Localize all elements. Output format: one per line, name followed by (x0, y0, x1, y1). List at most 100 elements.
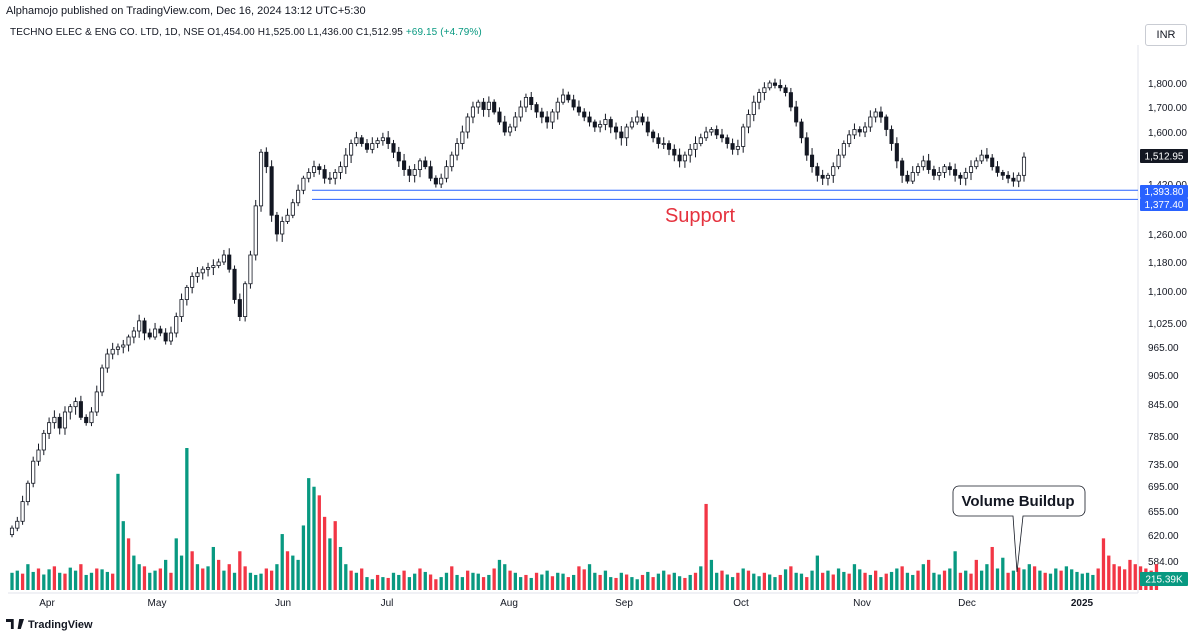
volume-bar (423, 571, 427, 590)
candle-body (608, 119, 613, 128)
volume-bar (619, 572, 623, 590)
volume-bar (126, 538, 131, 590)
volume-bar (1107, 555, 1111, 590)
support-price-label: 1,393.80 (1145, 187, 1184, 198)
volume-bar (407, 577, 412, 590)
candle-body (280, 221, 285, 235)
y-tick-label: 1,025.00 (1148, 319, 1187, 330)
volume-bar (15, 570, 19, 590)
volume-bar (842, 571, 846, 590)
volume-bar (937, 574, 941, 590)
candle-body (555, 101, 560, 113)
candle-body (200, 268, 205, 274)
volume-bar (640, 574, 645, 590)
volume-bar (677, 576, 682, 590)
volume-bar (709, 559, 714, 590)
candle-body (375, 140, 380, 144)
candle-body (863, 126, 868, 133)
candle-body (449, 154, 454, 168)
volume-bar (296, 559, 300, 590)
volume-bar (789, 566, 793, 590)
candle-body (62, 411, 68, 429)
candle-body (1006, 174, 1011, 179)
volume-bar (105, 571, 110, 590)
candle-body (205, 267, 211, 270)
volume-bar (63, 573, 67, 590)
y-tick-label: 845.00 (1148, 400, 1179, 411)
candle-body (539, 111, 544, 118)
tradingview-logo-icon-part (17, 619, 24, 629)
volume-bar (73, 570, 78, 590)
candle-body (311, 166, 317, 173)
candle-body (841, 143, 846, 156)
candle-body (513, 116, 518, 128)
candle-body (354, 137, 359, 144)
candle-body (285, 214, 290, 222)
volume-bar (863, 572, 867, 590)
volume-bar (948, 568, 952, 590)
candle-body (497, 111, 502, 123)
volume-bar (47, 569, 51, 590)
y-tick-label: 1,420.00 (1148, 180, 1187, 191)
candle-body (719, 134, 725, 139)
volume-bar (741, 568, 745, 590)
volume-bar (79, 564, 83, 590)
volume-bar (683, 577, 687, 590)
volume-bar (222, 570, 226, 590)
volume-bar (773, 577, 777, 590)
volume-bar (434, 579, 438, 590)
candle-body (868, 116, 873, 128)
candle-body (878, 111, 883, 118)
volume-bar (169, 572, 173, 590)
candle-body (931, 169, 936, 176)
candle-body (688, 148, 693, 156)
candle-body (651, 131, 656, 139)
candle-body (820, 174, 825, 179)
candle-body (25, 482, 30, 503)
x-tick-label: Oct (733, 598, 749, 609)
candle-body (635, 116, 640, 123)
candle-body (704, 131, 709, 139)
candle-body (560, 94, 566, 103)
volume-bar (667, 574, 671, 590)
volume-bar (624, 574, 629, 590)
candle-body (492, 101, 497, 113)
volume-bar (1032, 566, 1037, 590)
candle-body (587, 116, 592, 123)
candle-body (386, 137, 391, 144)
candle-body (221, 254, 226, 263)
volume-bar (481, 577, 486, 590)
y-tick-label: 735.00 (1148, 460, 1179, 471)
volume-bar (1101, 538, 1106, 590)
currency-selector[interactable]: INR (1145, 24, 1187, 46)
volume-bar (1064, 566, 1069, 590)
candle-body (900, 160, 905, 176)
volume-bar (858, 569, 862, 590)
volume-bar (1006, 572, 1010, 590)
candle-body (958, 174, 963, 179)
candle-body (693, 143, 698, 150)
volume-bar (280, 534, 284, 590)
candle-body (619, 131, 624, 139)
brand-footer: TradingView (6, 619, 93, 631)
candle-body (889, 129, 894, 144)
candle-body (772, 82, 778, 86)
candle-body (629, 121, 634, 128)
candle-body (465, 116, 470, 133)
candle-body (576, 106, 581, 113)
volume-bar (704, 503, 708, 590)
candle-body (566, 94, 571, 101)
candle-body (831, 166, 836, 176)
volume-bar (10, 572, 14, 590)
volume-bar (317, 495, 321, 590)
volume-bar (381, 577, 385, 590)
volume-bar (942, 570, 947, 590)
volume-bar (593, 572, 597, 590)
candle-body (852, 129, 857, 136)
candle-body (269, 166, 274, 216)
volume-bar (778, 574, 782, 590)
candle-body (714, 129, 719, 136)
candle-body (613, 126, 619, 133)
candle-body (407, 169, 412, 176)
